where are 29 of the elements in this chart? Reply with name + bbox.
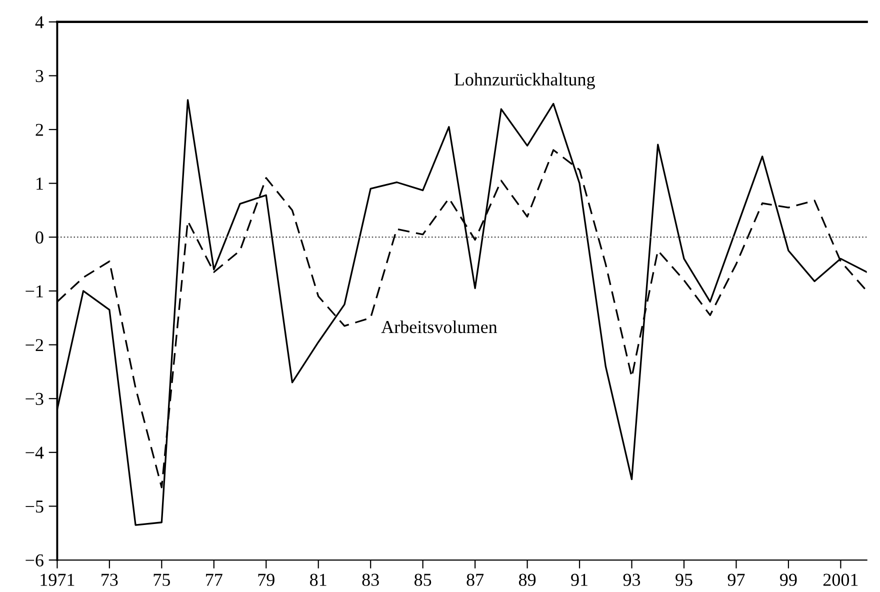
y-tick-label: 0 [36,231,44,244]
x-tick-label: 2001 [823,574,858,586]
x-tick-label: 73 [102,574,118,586]
x-tick-label: 75 [154,574,170,586]
y-tick-label: −5 [26,500,44,513]
x-tick-label: 97 [728,574,745,586]
series-label: Arbeitsvolumen [381,320,498,334]
x-tick-label: 79 [258,574,274,586]
y-tick-label: −1 [26,285,43,298]
x-tick-label: 95 [676,574,692,586]
y-tick-label: 3 [36,70,44,82]
x-tick-label: 81 [310,574,326,586]
x-tick-label: 83 [362,574,379,586]
x-tick-label: 99 [780,574,797,586]
y-tick-label: −3 [26,392,44,406]
text: Lohnzurückhaltung [454,72,595,90]
x-tick-label: 77 [206,574,222,586]
y-tick-label: −6 [26,554,44,566]
y-tick-label: −2 [26,339,44,352]
x-tick-label: 91 [571,574,588,586]
y-tick-label: −4 [26,446,44,459]
y-tick-label: 4 [35,16,44,28]
x-tick-label: 87 [466,574,484,586]
x-tick-label: 93 [623,574,640,586]
x-tick-label: 85 [414,574,432,586]
x-tick-label: 1971 [40,574,74,586]
y-tick-label: 1 [36,178,43,190]
y-tick-label: 2 [36,124,44,136]
x-tick-label: 89 [518,574,536,586]
